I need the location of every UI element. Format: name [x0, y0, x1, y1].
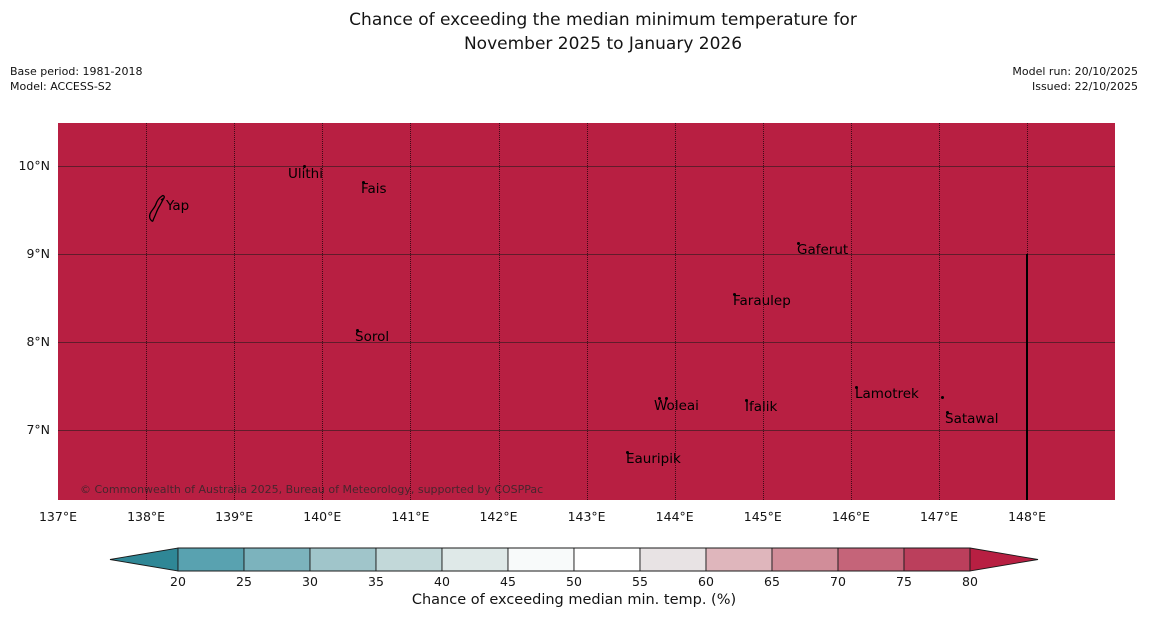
- colorbar-tick-label: 55: [632, 574, 648, 589]
- island-marker-dot: [946, 411, 949, 414]
- longitude-gridline: [498, 123, 500, 500]
- x-axis-tick-label: 147°E: [919, 509, 958, 524]
- latitude-gridline: [58, 430, 1115, 431]
- colorbar-cell: [375, 547, 443, 572]
- longitude-gridline: [674, 123, 676, 500]
- colorbar-tick-label: 20: [170, 574, 186, 589]
- copyright-notice: © Commonwealth of Australia 2025, Bureau…: [80, 483, 544, 496]
- yap-island-outline-icon: [148, 194, 165, 222]
- island-marker-dot: [797, 242, 800, 245]
- x-axis-tick-label: 145°E: [743, 509, 782, 524]
- model-run-text: Model run: 20/10/2025: [1012, 65, 1138, 78]
- y-axis-tick-label: 9°N: [26, 246, 50, 261]
- x-axis-tick-label: 140°E: [303, 509, 342, 524]
- latitude-gridline: [58, 342, 1115, 343]
- map-canvas: © Commonwealth of Australia 2025, Bureau…: [58, 123, 1115, 500]
- issued-date-text: Issued: 22/10/2025: [1031, 80, 1138, 93]
- colorbar-tick-label: 70: [830, 574, 846, 589]
- latitude-gridline: [58, 254, 1115, 255]
- island-marker-dot: [855, 386, 858, 389]
- x-axis-tick-label: 139°E: [215, 509, 254, 524]
- x-axis-tick-label: 146°E: [831, 509, 870, 524]
- colorbar-right-arrow: [969, 547, 1039, 572]
- longitude-gridline: [234, 123, 236, 500]
- colorbar-tick-label: 35: [368, 574, 384, 589]
- island-label: Fais: [361, 181, 387, 197]
- island-label: Faraulep: [733, 293, 791, 309]
- y-axis-tick-label: 8°N: [26, 334, 50, 349]
- island-marker-dot: [626, 451, 629, 454]
- island-label: Gaferut: [797, 242, 849, 258]
- x-axis-tick-label: 137°E: [38, 509, 77, 524]
- title-line-2: November 2025 to January 2026: [463, 34, 743, 54]
- longitude-gridline: [586, 123, 588, 500]
- colorbar-cell: [309, 547, 377, 572]
- island-label: Yap: [166, 198, 190, 214]
- island-marker-dot: [665, 397, 668, 400]
- island-label: Sorol: [355, 329, 390, 345]
- colorbar-caption: Chance of exceeding median min. temp. (%…: [411, 592, 737, 608]
- colorbar-tick-label: 50: [566, 574, 582, 589]
- longitude-gridline: [322, 123, 324, 500]
- island-marker-dot: [303, 165, 306, 168]
- island-label: Lamotrek: [855, 386, 919, 402]
- x-axis-tick-label: 141°E: [391, 509, 430, 524]
- colorbar-cell: [771, 547, 839, 572]
- colorbar-cell: [837, 547, 905, 572]
- model-metadata-left: Base period: 1981-2018 Model: ACCESS-S2: [10, 64, 142, 94]
- y-axis-tick-label: 10°N: [18, 158, 50, 173]
- colorbar-tick-label: 80: [962, 574, 978, 589]
- longitude-gridline: [939, 123, 940, 500]
- island-marker-dot: [356, 329, 359, 332]
- colorbar-cell: [705, 547, 773, 572]
- colorbar-left-arrow: [109, 547, 179, 572]
- island-label: Eauripik: [626, 451, 681, 467]
- longitude-gridline: [410, 123, 412, 500]
- colorbar-tick-label: 45: [500, 574, 516, 589]
- region-boundary-line: [1026, 254, 1029, 500]
- colorbar-cell: [573, 547, 641, 572]
- x-axis-tick-label: 148°E: [1008, 509, 1047, 524]
- page-title: Chance of exceeding the median minimum t…: [56, 8, 1150, 56]
- island-label: Woleai: [654, 398, 699, 414]
- colorbar-cell: [243, 547, 311, 572]
- colorbar-tick-label: 75: [896, 574, 912, 589]
- longitude-gridline: [762, 123, 764, 500]
- x-axis-tick-label: 142°E: [479, 509, 518, 524]
- island-marker-dot: [362, 181, 365, 184]
- model-metadata-right: Model run: 20/10/2025 Issued: 22/10/2025: [1012, 64, 1138, 94]
- longitude-gridline: [146, 123, 148, 500]
- colorbar-cell: [639, 547, 707, 572]
- x-axis-tick-label: 143°E: [567, 509, 606, 524]
- island-marker-dot: [733, 293, 736, 296]
- island-label: Ifalik: [745, 399, 778, 415]
- title-line-1: Chance of exceeding the median minimum t…: [349, 10, 857, 30]
- longitude-gridline: [850, 123, 852, 500]
- colorbar-tick-label: 65: [764, 574, 780, 589]
- island-marker-dot: [941, 396, 944, 399]
- island-marker-dot: [745, 399, 748, 402]
- island-label: Ulithi: [288, 166, 323, 182]
- colorbar-cell: [507, 547, 575, 572]
- colorbar-cell: [177, 547, 245, 572]
- colorbar-tick-label: 60: [698, 574, 714, 589]
- colorbar: [109, 547, 1039, 572]
- colorbar-tick-label: 30: [302, 574, 318, 589]
- colorbar-cell: [441, 547, 509, 572]
- colorbar-tick-label: 40: [434, 574, 450, 589]
- x-axis-tick-label: 144°E: [655, 509, 694, 524]
- y-axis-tick-label: 7°N: [26, 422, 50, 437]
- model-name-text: Model: ACCESS-S2: [10, 80, 112, 93]
- x-axis-tick-label: 138°E: [127, 509, 166, 524]
- island-label: Satawal: [945, 411, 999, 427]
- latitude-gridline: [58, 166, 1115, 167]
- colorbar-tick-label: 25: [236, 574, 252, 589]
- base-period-text: Base period: 1981-2018: [10, 65, 143, 78]
- island-marker-dot: [658, 397, 661, 400]
- colorbar-cell: [903, 547, 971, 572]
